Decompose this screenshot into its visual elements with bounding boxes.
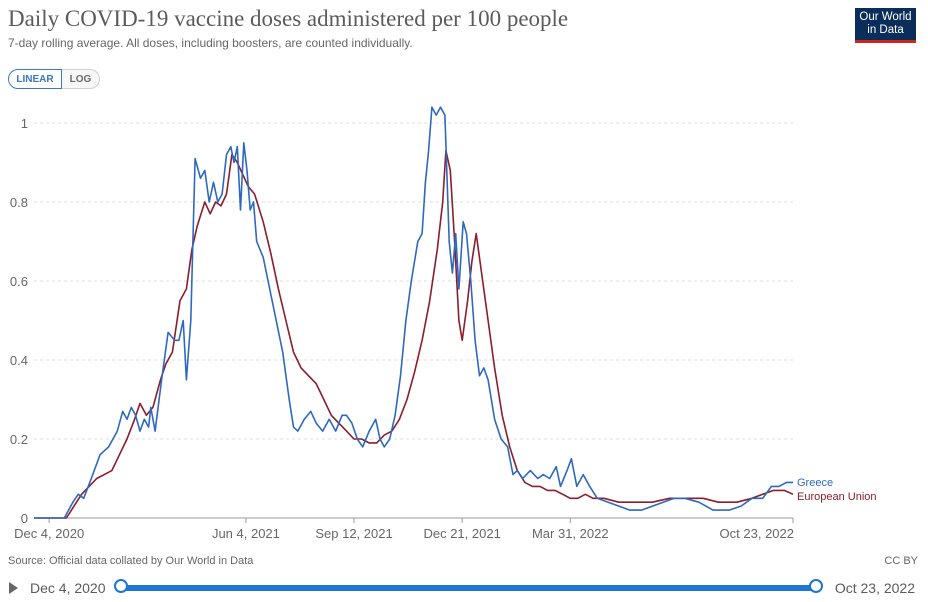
european-union-label: European Union	[797, 491, 877, 503]
y-axis-ticks: 0 0.2 0.4 0.6 0.8 1	[10, 116, 28, 526]
chart-subtitle: 7-day rolling average. All doses, includ…	[8, 36, 413, 50]
y-tick-label: 0.2	[10, 432, 28, 447]
series-labels: Greece European Union	[797, 477, 877, 503]
greece-label: Greece	[797, 477, 833, 489]
chart-title: Daily COVID-19 vaccine doses administere…	[8, 6, 569, 31]
timeline-start-handle[interactable]	[114, 579, 128, 593]
timeline-start-label: Dec 4, 2020	[30, 580, 106, 596]
logo-line-1: Our World	[859, 11, 912, 23]
license-label[interactable]: CC BY	[884, 555, 918, 567]
owid-logo[interactable]: Our World in Data	[855, 8, 916, 43]
x-tick-label: Oct 23, 2022	[720, 526, 794, 541]
logo-line-2: in Data	[867, 24, 904, 36]
x-tick-label: Mar 31, 2022	[532, 526, 609, 541]
greece-line	[34, 106, 793, 519]
grid-lines	[34, 122, 793, 519]
source-note: Source: Official data collated by Our Wo…	[8, 555, 254, 567]
x-tick-label: Dec 21, 2021	[423, 526, 500, 541]
timeline-track[interactable]	[122, 585, 816, 591]
linear-scale-button[interactable]: LINEAR	[8, 69, 62, 89]
x-tick-label: Dec 4, 2020	[14, 526, 84, 541]
x-tick-label: Sep 12, 2021	[315, 526, 392, 541]
y-tick-label: 0	[21, 511, 28, 526]
y-tick-label: 1	[21, 116, 28, 131]
x-tick-label: Jun 4, 2021	[212, 526, 280, 541]
timeline-end-handle[interactable]	[809, 579, 823, 593]
line-chart: 0 0.2 0.4 0.6 0.8 1 Dec 4, 2020 Jun 4, 2021 Sep…	[10, 106, 877, 541]
log-scale-button[interactable]: LOG	[62, 69, 100, 89]
y-tick-label: 0.6	[10, 274, 28, 289]
x-axis-ticks: Dec 4, 2020 Jun 4, 2021 Sep 12, 2021 Dec 21…	[14, 518, 794, 541]
series-lines	[34, 106, 794, 519]
play-icon[interactable]	[9, 582, 18, 594]
timeline-end-label: Oct 23, 2022	[834, 580, 915, 596]
european-union-line	[34, 149, 794, 519]
y-tick-label: 0.4	[10, 353, 28, 368]
y-tick-label: 0.8	[10, 195, 28, 210]
